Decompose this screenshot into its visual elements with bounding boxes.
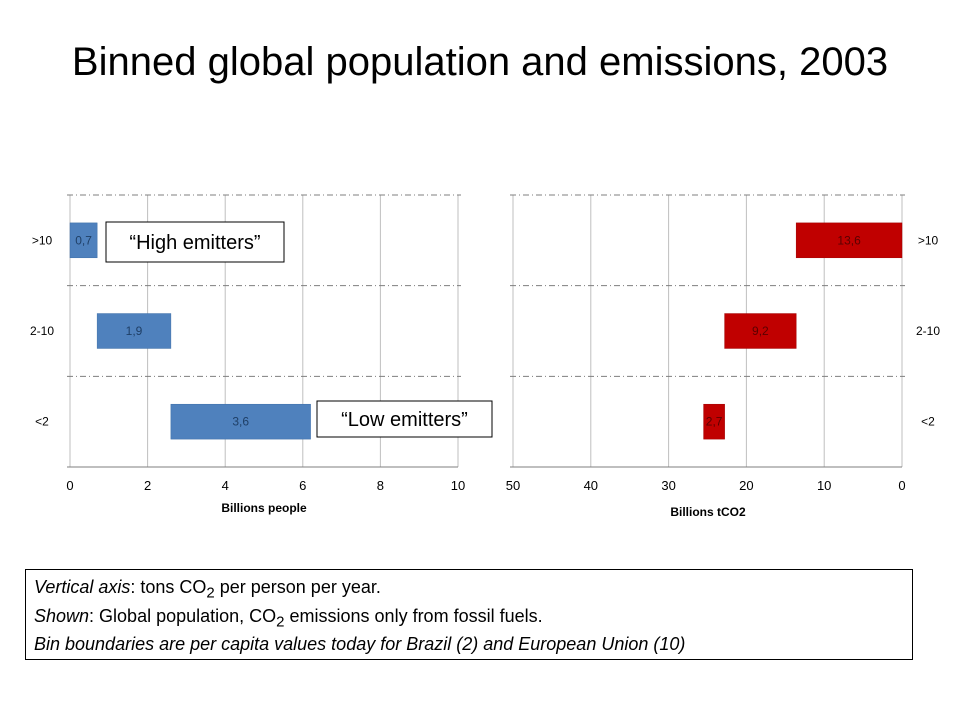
bar — [96, 313, 172, 349]
x-axis-title: Billions people — [221, 501, 307, 515]
x-tick-label: 8 — [377, 478, 384, 493]
x-tick-label: 0 — [66, 478, 73, 493]
caption-emphasis-1: Vertical axis — [34, 577, 131, 597]
caption-line-2: Shown: Global population, CO2 emissions … — [34, 605, 543, 631]
data-label: 2,7 — [706, 415, 723, 429]
annotation-text: “High emitters” — [129, 232, 260, 254]
data-label: 3,6 — [232, 415, 249, 429]
data-label: 9,2 — [752, 324, 769, 338]
category-label: >10 — [32, 233, 53, 247]
category-label: <2 — [921, 415, 935, 429]
data-label: 13,6 — [837, 233, 861, 247]
x-tick-label: 20 — [739, 478, 753, 493]
bar — [69, 222, 98, 259]
category-label: >10 — [918, 233, 939, 247]
bar — [795, 222, 903, 259]
x-tick-label: 2 — [144, 478, 151, 493]
x-tick-label: 0 — [898, 478, 905, 493]
x-tick-label: 6 — [299, 478, 306, 493]
x-axis-title: Billions tCO2 — [670, 505, 746, 519]
category-label: 2-10 — [30, 324, 54, 338]
bar — [703, 403, 725, 440]
caption-box: Vertical axis: tons CO2 per person per y… — [25, 569, 913, 660]
x-tick-label: 40 — [584, 478, 598, 493]
category-label: <2 — [35, 415, 49, 429]
annotation-text: “Low emitters” — [341, 409, 468, 431]
caption-emphasis-2: Shown — [34, 605, 90, 626]
x-tick-label: 10 — [817, 478, 831, 493]
annotation-box — [105, 221, 285, 263]
data-label: 1,9 — [126, 324, 143, 338]
x-tick-label: 50 — [506, 478, 520, 493]
slide-title: Binned global population and emissions, … — [71, 40, 889, 84]
caption-line-3: Bin boundaries are per capita values tod… — [34, 634, 686, 655]
x-tick-label: 10 — [451, 478, 465, 493]
data-label: 0,7 — [75, 233, 92, 247]
bar — [170, 403, 311, 440]
x-tick-label: 4 — [222, 478, 229, 493]
caption-line-1: Vertical axis: tons CO2 per person per y… — [34, 577, 381, 602]
x-tick-label: 30 — [661, 478, 675, 493]
annotation-box — [316, 400, 493, 438]
category-label: 2-10 — [916, 324, 940, 338]
bar — [724, 313, 797, 349]
